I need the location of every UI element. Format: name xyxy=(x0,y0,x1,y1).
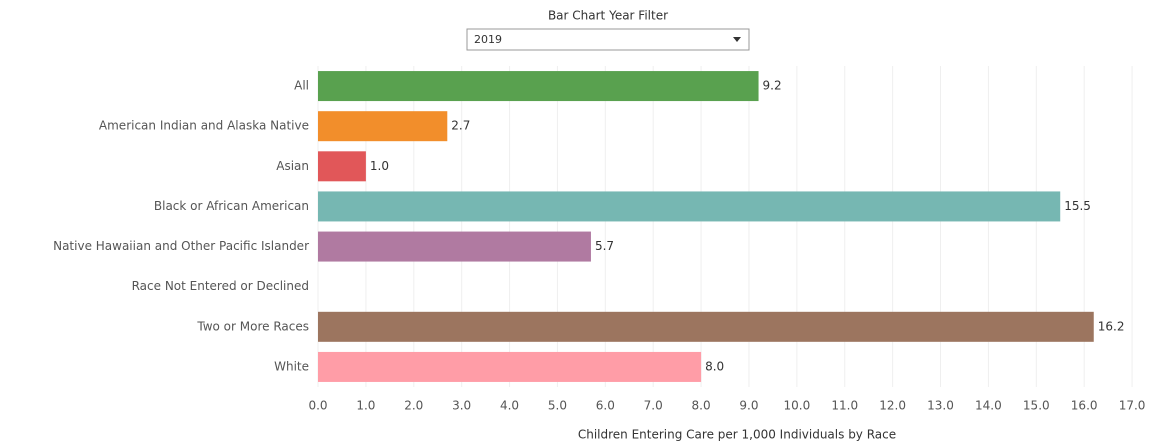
x-tick-label: 7.0 xyxy=(644,399,663,413)
x-tick-label: 12.0 xyxy=(879,399,906,413)
bar xyxy=(318,311,1094,342)
x-tick-label: 15.0 xyxy=(1023,399,1050,413)
y-tick-label: American Indian and Alaska Native xyxy=(99,119,309,133)
y-tick-label: Asian xyxy=(276,159,309,173)
y-tick-label: White xyxy=(274,359,309,373)
x-tick-label: 13.0 xyxy=(927,399,954,413)
x-tick-label: 2.0 xyxy=(404,399,423,413)
bar xyxy=(318,71,759,102)
x-tick-label: 17.0 xyxy=(1119,399,1146,413)
x-tick-label: 16.0 xyxy=(1071,399,1098,413)
x-tick-label: 4.0 xyxy=(500,399,519,413)
y-tick-label: Black or African American xyxy=(154,199,309,213)
value-label: 2.7 xyxy=(451,119,470,133)
x-tick-label: 5.0 xyxy=(548,399,567,413)
x-tick-label: 14.0 xyxy=(975,399,1002,413)
y-tick-label: Native Hawaiian and Other Pacific Island… xyxy=(53,239,309,253)
y-tick-label: Race Not Entered or Declined xyxy=(132,279,309,293)
x-axis-title: Children Entering Care per 1,000 Individ… xyxy=(578,428,896,442)
x-tick-label: 11.0 xyxy=(831,399,858,413)
x-tick-label: 3.0 xyxy=(452,399,471,413)
dropdown-value[interactable]: 2019 xyxy=(474,33,502,46)
bar xyxy=(318,191,1061,222)
bar xyxy=(318,351,702,382)
value-label: 15.5 xyxy=(1064,199,1091,213)
x-tick-label: 1.0 xyxy=(356,399,375,413)
bar xyxy=(318,111,448,142)
bar xyxy=(318,231,591,262)
dropdown-box[interactable] xyxy=(466,28,750,51)
filter-label: Bar Chart Year Filter xyxy=(548,9,668,23)
x-tick-label: 0.0 xyxy=(308,399,327,413)
x-tick-label: 8.0 xyxy=(692,399,711,413)
y-tick-label: Two or More Races xyxy=(196,319,309,333)
dropdown-arrow[interactable] xyxy=(733,37,741,42)
x-tick-label: 9.0 xyxy=(739,399,758,413)
value-label: 8.0 xyxy=(705,359,724,373)
y-tick-label: All xyxy=(294,79,309,93)
x-tick-label: 10.0 xyxy=(783,399,810,413)
value-label: 5.7 xyxy=(595,239,614,253)
bar xyxy=(318,151,366,182)
year-filter[interactable]: 2019 xyxy=(466,28,750,51)
value-label: 1.0 xyxy=(370,159,389,173)
value-label: 9.2 xyxy=(763,79,782,93)
x-tick-label: 6.0 xyxy=(596,399,615,413)
value-label: 16.2 xyxy=(1098,319,1125,333)
